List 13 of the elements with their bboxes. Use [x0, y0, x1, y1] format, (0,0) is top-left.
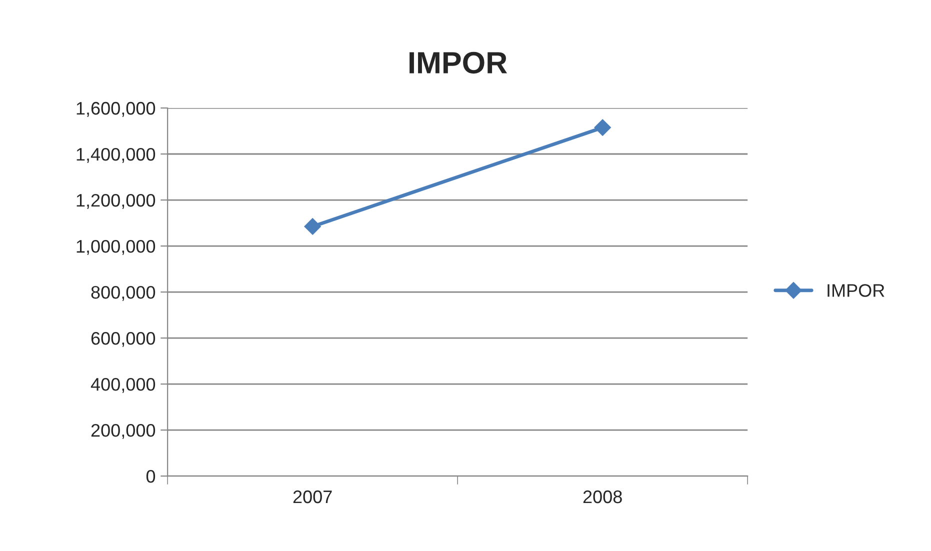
y-tick-label: 0 — [146, 470, 156, 483]
y-tick-label: 400,000 — [90, 378, 156, 393]
y-tick-label: 1,600,000 — [76, 102, 156, 117]
x-tick-label: 2008 — [583, 490, 622, 504]
y-tick-label: 1,200,000 — [76, 194, 156, 209]
y-tick-label: 1,400,000 — [76, 148, 156, 163]
x-tick-label: 2007 — [293, 490, 332, 504]
legend-label: IMPOR — [828, 284, 884, 297]
y-tick-label: 1,000,000 — [76, 240, 156, 255]
chart-title: IMPOR — [410, 52, 508, 74]
y-tick-label: 800,000 — [91, 286, 156, 301]
y-tick-label: 600,000 — [91, 332, 156, 347]
y-tick-label: 200,000 — [91, 424, 156, 439]
